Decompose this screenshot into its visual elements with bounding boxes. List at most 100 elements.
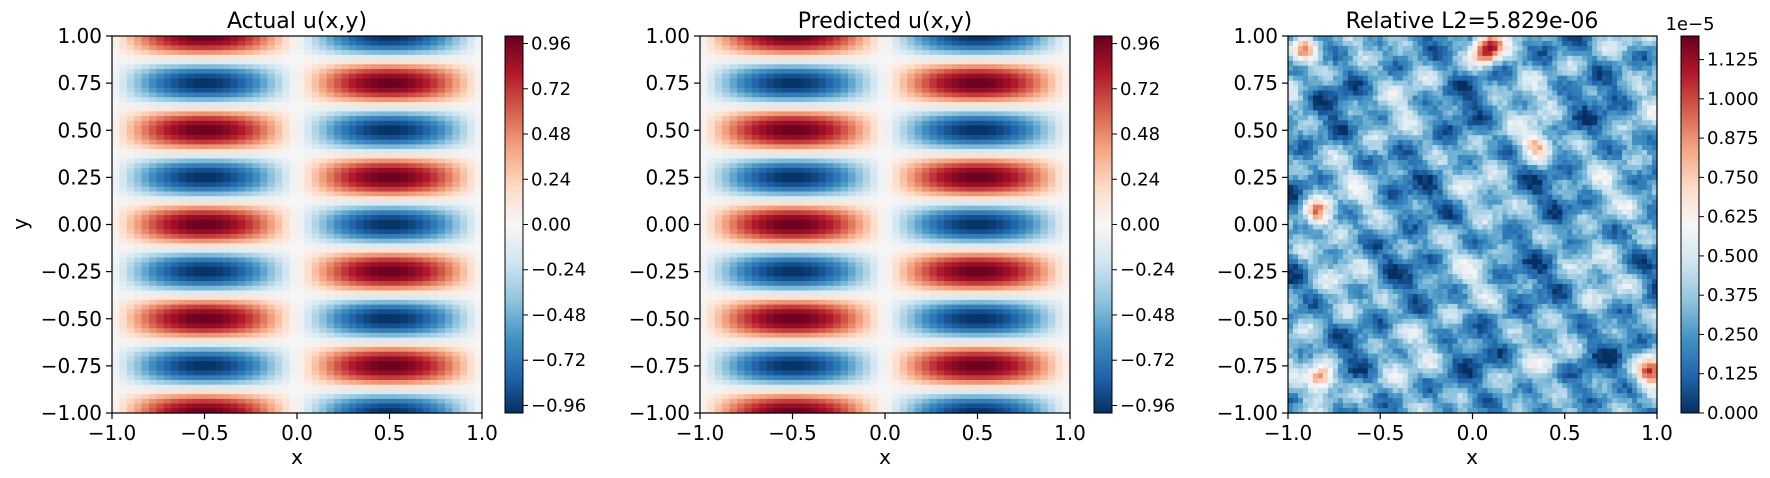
heatmap-cell	[274, 210, 283, 216]
heatmap-cell	[134, 219, 143, 226]
heatmap-cell	[452, 243, 461, 249]
heatmap-cell	[973, 116, 982, 122]
heatmap-cell	[215, 266, 224, 273]
heatmap-cell	[171, 97, 180, 103]
heatmap-cell	[437, 332, 446, 339]
heatmap-cell	[988, 116, 997, 122]
heatmap-cell	[415, 144, 424, 150]
heatmap-cell	[208, 200, 217, 207]
heatmap-cell	[245, 144, 254, 150]
heatmap-cell	[260, 64, 268, 70]
heatmap-cell	[208, 116, 217, 122]
heatmap-cell	[855, 45, 864, 51]
heatmap-cell	[385, 295, 394, 301]
heatmap-cell	[156, 394, 165, 400]
heatmap-cell	[245, 36, 254, 42]
heatmap-cell	[341, 299, 350, 306]
heatmap-cell	[289, 257, 298, 263]
heatmap-cell	[474, 158, 483, 164]
heatmap-cell	[178, 295, 187, 301]
heatmap-cell	[870, 64, 879, 70]
heatmap-cell	[459, 177, 468, 183]
heatmap-cell	[282, 116, 291, 122]
heatmap-cell	[304, 347, 313, 353]
heatmap-cell	[356, 191, 365, 197]
heatmap-cell	[186, 186, 194, 193]
heatmap-cell	[899, 106, 908, 112]
heatmap-cell	[936, 36, 945, 42]
heatmap-cell	[348, 299, 357, 306]
heatmap-cell	[208, 380, 217, 386]
heatmap-cell	[467, 375, 476, 381]
heatmap-cell	[371, 78, 379, 84]
heatmap-cell	[282, 182, 291, 188]
heatmap-cell	[156, 238, 165, 244]
heatmap-cell	[119, 323, 128, 329]
heatmap-cell	[385, 144, 394, 150]
heatmap-cell	[959, 116, 967, 122]
heatmap-cell	[452, 328, 461, 334]
heatmap-cell	[422, 50, 431, 56]
heatmap-cell	[467, 389, 476, 395]
heatmap-cell	[430, 290, 439, 296]
heatmap-cell	[393, 116, 402, 122]
heatmap-cell	[304, 309, 313, 315]
heatmap-cell	[467, 342, 476, 348]
heatmap-cell	[260, 59, 268, 65]
heatmap-cell	[252, 252, 261, 259]
heatmap-cell	[245, 262, 254, 268]
heatmap-cell	[156, 116, 165, 122]
heatmap-cell	[326, 299, 335, 306]
heatmap-cell	[348, 394, 357, 400]
heatmap-cell	[452, 262, 461, 268]
heatmap-cell	[252, 153, 261, 160]
heatmap-cell	[237, 111, 246, 117]
heatmap-cell	[981, 120, 990, 127]
heatmap-cell	[326, 238, 335, 244]
heatmap-cell	[252, 408, 261, 414]
heatmap-cell	[415, 200, 424, 207]
heatmap-cell	[737, 40, 745, 47]
heatmap-cell	[163, 328, 172, 334]
heatmap-cell	[326, 125, 335, 131]
heatmap-cell	[267, 83, 276, 89]
heatmap-cell	[112, 276, 120, 282]
heatmap-cell	[422, 172, 431, 178]
heatmap-cell	[126, 219, 135, 226]
heatmap-cell	[408, 380, 416, 386]
heatmap-cell	[200, 248, 209, 254]
heatmap-cell	[171, 186, 180, 193]
colorbar-tick-label: −0.48	[531, 305, 586, 326]
heatmap-cell	[334, 337, 342, 343]
heatmap-cell	[981, 78, 990, 84]
heatmap-cell	[141, 210, 150, 216]
heatmap-cell	[156, 398, 165, 405]
heatmap-cell	[408, 153, 416, 160]
heatmap-cell	[907, 97, 916, 103]
heatmap-cell	[348, 191, 357, 197]
heatmap-cell	[467, 243, 476, 249]
heatmap-cell	[200, 40, 209, 47]
heatmap-cell	[1055, 101, 1064, 108]
heatmap-cell	[200, 59, 209, 65]
heatmap-cell	[430, 356, 439, 362]
heatmap-cell	[430, 64, 439, 70]
heatmap-cell	[1055, 73, 1064, 80]
heatmap-cell	[260, 332, 268, 339]
heatmap-cell	[356, 92, 365, 98]
heatmap-cell	[467, 229, 476, 235]
heatmap-cell	[907, 50, 916, 56]
heatmap-cell	[996, 68, 1004, 75]
heatmap-cell	[474, 125, 483, 131]
heatmap-cell	[334, 116, 342, 122]
heatmap-cell	[134, 200, 143, 207]
heatmap-cell	[149, 54, 157, 61]
heatmap-cell	[348, 177, 357, 183]
heatmap-cell	[378, 365, 387, 372]
heatmap-cell	[267, 191, 276, 197]
heatmap-cell	[193, 167, 202, 174]
heatmap-cell	[134, 248, 143, 254]
heatmap-cell	[877, 87, 886, 94]
heatmap-cell	[348, 332, 357, 339]
heatmap-cell	[445, 196, 453, 202]
